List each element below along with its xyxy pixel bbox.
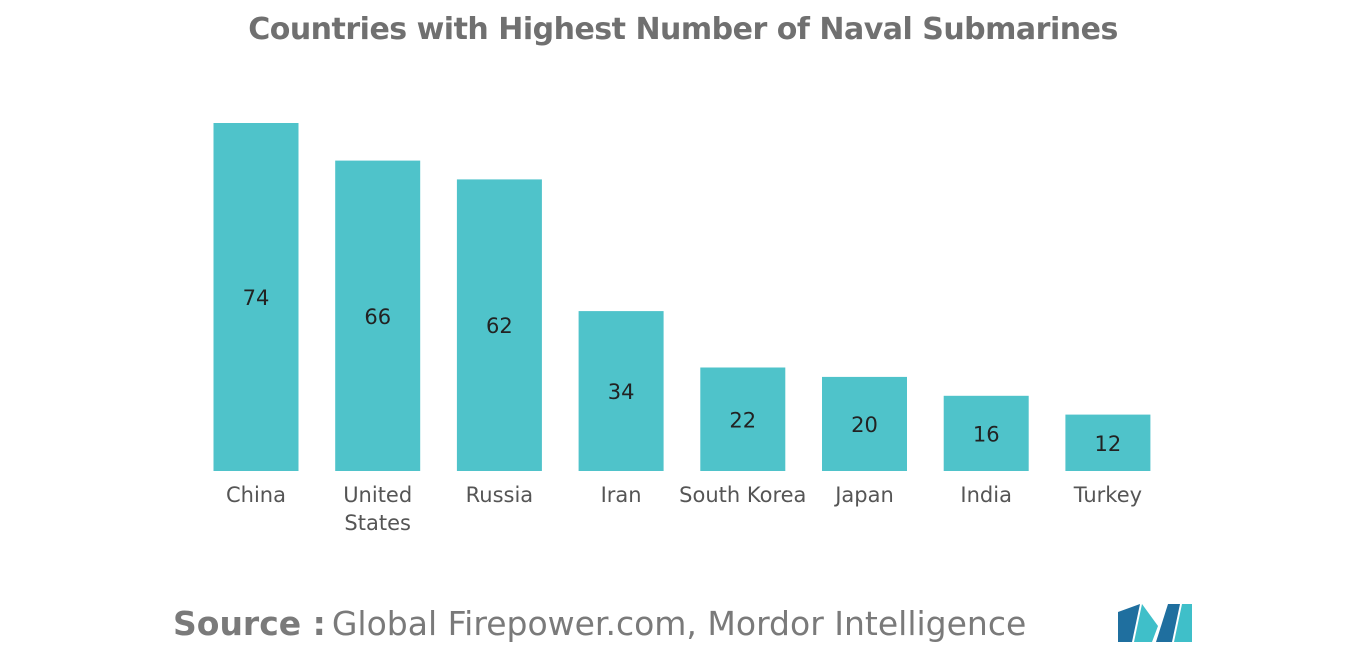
x-tick-label: India [960,483,1012,507]
x-tick-label: Turkey [1073,483,1142,507]
data-label: 16 [973,422,1000,446]
bar-united-states [335,160,421,471]
bar-turkey [1065,414,1151,471]
x-tick-label: Iran [601,483,642,507]
source-text: Global Firepower.com, Mordor Intelligenc… [331,604,1027,643]
x-tick-label: China [226,483,286,507]
bar-chart: 74 China 66 United States 62 Russia 34 Iran 22 Sou… [213,123,1151,535]
data-label: 74 [243,286,270,310]
data-label: 66 [364,305,391,329]
data-label: 12 [1095,432,1122,456]
data-label: 62 [486,314,513,338]
x-tick-label: States [344,511,411,535]
mordor-logo-icon [1118,604,1192,642]
bar-china [213,123,299,471]
bar-iran [578,311,664,471]
x-tick-label: Russia [466,483,534,507]
source-note: Source : Global Firepower.com, Mordor Int… [173,604,1026,643]
data-label: 20 [851,413,878,437]
bar-japan [822,376,907,471]
bar-south-korea [700,367,786,471]
data-label: 34 [608,380,635,404]
bar-india [943,395,1029,471]
bar-russia [456,179,542,471]
chart-title: Countries with Highest Number of Naval S… [248,12,1118,47]
x-tick-label: South Korea [679,483,806,507]
x-tick-label: United [343,483,412,507]
data-label: 22 [729,408,756,432]
x-tick-label: Japan [833,483,894,507]
source-label: Source : [173,604,326,643]
